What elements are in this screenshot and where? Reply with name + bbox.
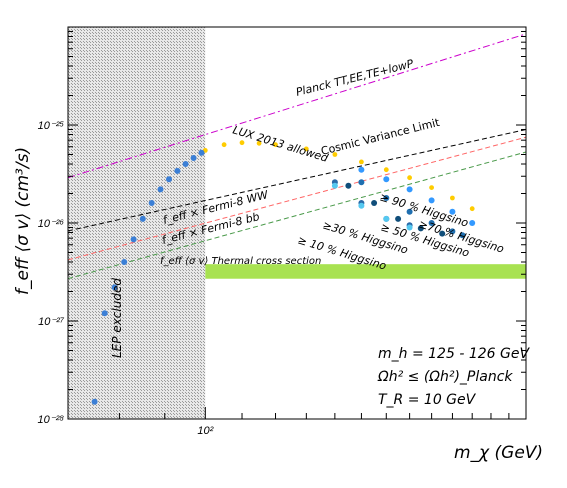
point-s0-2 xyxy=(239,140,245,146)
y-tick-label-0: 10⁻²⁸ xyxy=(38,414,65,426)
point-s0-7 xyxy=(359,159,364,165)
point-s6-12 xyxy=(198,149,205,156)
point-s0-9 xyxy=(407,175,412,181)
point-s6-6 xyxy=(148,200,155,206)
point-s2-5 xyxy=(459,232,466,239)
point-s6-9 xyxy=(174,167,181,174)
point-s3-2 xyxy=(395,215,402,222)
point-s6-5 xyxy=(139,215,146,222)
point-s3-1 xyxy=(371,200,378,206)
point-s3-0 xyxy=(345,182,352,189)
reference-line-1 xyxy=(68,129,526,232)
lep-excluded-region xyxy=(68,27,206,419)
axis-ticks: 10⁻²⁸ 10⁻²⁷ 10⁻²⁶ 10⁻²⁵ 10² xyxy=(38,30,526,437)
point-s2-1 xyxy=(383,195,390,201)
point-s0-6 xyxy=(332,152,338,157)
point-s0-10 xyxy=(429,185,434,191)
lep-excluded-label: LEP excluded xyxy=(110,278,124,358)
point-s0-5 xyxy=(303,146,309,152)
info-tr: T_R = 10 GeV xyxy=(378,392,477,408)
reference-line-0 xyxy=(68,33,526,179)
point-s6-10 xyxy=(182,161,189,167)
point-s1-0 xyxy=(358,166,365,173)
point-s1-5 xyxy=(469,220,476,226)
point-s2-2 xyxy=(406,208,413,215)
point-s6-11 xyxy=(190,155,197,161)
thermal-cross-section-band xyxy=(205,264,527,279)
point-s2-3 xyxy=(428,220,435,226)
point-s1-4 xyxy=(449,208,456,215)
point-s0-11 xyxy=(450,195,455,201)
point-s3-4 xyxy=(439,230,446,237)
point-s0-8 xyxy=(383,167,389,173)
point-s5-2 xyxy=(383,215,390,222)
point-s6-2 xyxy=(111,284,118,291)
x-tick-label-0: 10² xyxy=(197,425,213,437)
x-axis-title: m_χ (GeV) xyxy=(454,443,543,463)
point-s6-3 xyxy=(121,259,128,265)
point-s6-4 xyxy=(130,236,137,243)
y-tick-label-1: 10⁻²⁷ xyxy=(38,316,65,328)
info-omega: Ωh² ≤ (Ωh²)_Planck xyxy=(377,369,513,385)
info-mh: m_h = 125 - 126 GeV xyxy=(378,346,530,362)
point-s5-1 xyxy=(358,202,365,209)
point-s1-1 xyxy=(383,176,390,183)
point-s0-4 xyxy=(273,142,278,148)
point-s6-8 xyxy=(166,176,172,183)
point-s1-2 xyxy=(406,186,413,193)
thermal-band-label: f_eff ⟨σ v⟩ Thermal cross section xyxy=(160,256,321,267)
y-axis-title: f_eff ⟨σ v⟩ (cm³/s) xyxy=(13,147,33,295)
point-s2-0 xyxy=(358,179,365,186)
reference-line-2 xyxy=(68,136,526,261)
reference-lines xyxy=(68,33,526,280)
point-s5-0 xyxy=(331,182,338,189)
point-s3-3 xyxy=(417,225,424,232)
y-tick-label-2: 10⁻²⁶ xyxy=(38,218,65,230)
reference-line-3 xyxy=(68,151,526,280)
point-s5-3 xyxy=(406,224,413,231)
point-s6-7 xyxy=(157,186,164,193)
point-s0-12 xyxy=(469,206,475,212)
point-s1-3 xyxy=(428,197,435,204)
point-s6-0 xyxy=(91,398,98,405)
plot-border xyxy=(67,26,527,420)
y-tick-label-3: 10⁻²⁵ xyxy=(38,120,65,132)
scatter-points xyxy=(91,140,476,405)
point-s6-1 xyxy=(101,310,108,317)
point-s2-4 xyxy=(449,228,456,235)
point-s0-1 xyxy=(221,142,227,148)
point-s0-3 xyxy=(256,140,262,146)
